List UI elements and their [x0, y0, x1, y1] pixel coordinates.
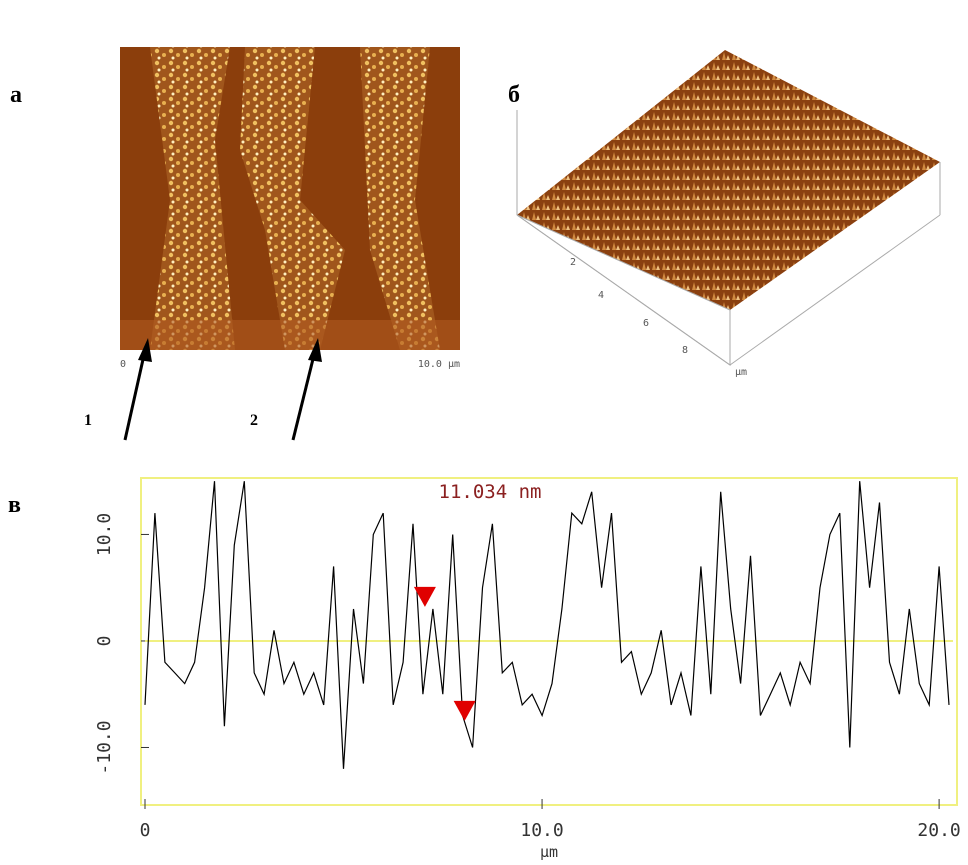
arrow [123, 338, 322, 441]
panel-label: а [10, 82, 22, 108]
image-axis-label: 8 [682, 345, 688, 356]
image-axis-label: 2 [570, 257, 576, 268]
panel-label: б [508, 82, 520, 108]
x-axis-label: µm [540, 843, 558, 861]
cursor-marker [453, 700, 476, 721]
image-axis-label: µm [735, 367, 747, 378]
image-axis-label: 10.0 µm [418, 359, 460, 370]
y-tick-label: -10.0 [94, 720, 115, 774]
x-tick-label: 20.0 [917, 820, 960, 841]
annotation: 11.034 nm [439, 481, 542, 503]
arrow-label: 2 [250, 412, 258, 429]
arrow-label: 1 [84, 412, 92, 429]
cursor-marker [413, 586, 436, 607]
x-tick-label: 0 [140, 820, 151, 841]
afm-image-2d [120, 47, 460, 350]
afm-image-3d [516, 50, 941, 366]
image-axis-label: 4 [598, 290, 604, 301]
image-axis-label: 6 [643, 318, 649, 329]
y-tick-label: 10.0 [94, 513, 115, 556]
x-tick-label: 10.0 [520, 820, 563, 841]
y-tick-label: 0 [94, 636, 115, 647]
image-axis-label: 0 [120, 359, 126, 370]
profile-line [144, 481, 950, 769]
plot-frame [140, 477, 958, 806]
panel-label: в [8, 492, 21, 518]
